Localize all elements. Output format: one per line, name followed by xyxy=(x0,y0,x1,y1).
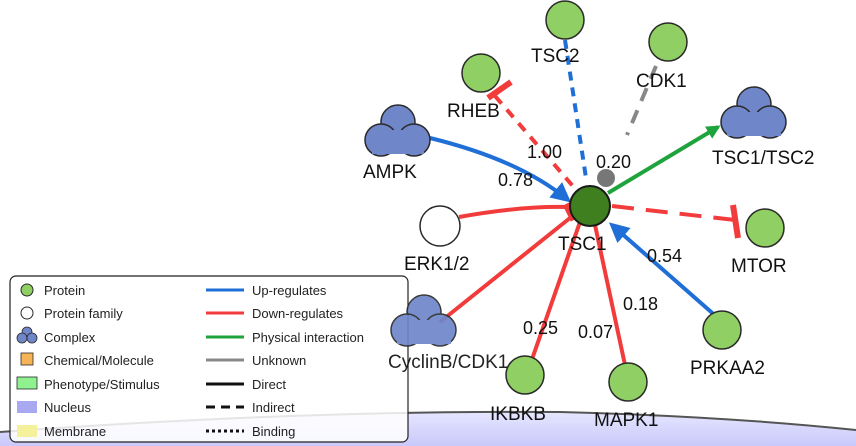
node-label-erk12: ERK1/2 xyxy=(404,254,469,275)
edge-label-ampk: 0.78 xyxy=(498,170,533,190)
node-cyclinb[interactable]: CyclinB/CDK1 xyxy=(388,294,508,373)
node-prkaa2[interactable]: PRKAA2 xyxy=(690,310,765,379)
protein-icon xyxy=(461,53,501,93)
legend-label-phenotype: Phenotype/Stimulus xyxy=(44,377,160,392)
legend-label-physical: Physical interaction xyxy=(252,330,364,345)
edge-rheb-tsc1[interactable] xyxy=(493,94,580,194)
edge-label-rheb: 1.00 xyxy=(527,142,562,162)
edge-tsc1-tsc1tsc2[interactable] xyxy=(606,125,721,195)
node-label-rheb: RHEB xyxy=(447,101,500,122)
complex-icon xyxy=(16,326,38,344)
node-erk12[interactable]: ERK1/2 xyxy=(404,205,469,275)
complex-icon xyxy=(364,104,431,157)
node-label-ampk: AMPK xyxy=(363,162,417,183)
node-tsc1tsc2[interactable]: TSC1/TSC2 xyxy=(712,86,814,169)
phenotype-icon xyxy=(16,376,38,390)
protein-family-icon xyxy=(20,306,34,320)
nucleus-icon xyxy=(17,401,37,413)
protein-icon xyxy=(569,185,611,227)
edge-cdk1-end-dot xyxy=(597,169,615,187)
protein-icon xyxy=(745,208,785,248)
protein-icon xyxy=(545,0,585,40)
legend: Protein Protein family Complex Chemical/… xyxy=(9,275,409,443)
legend-label-direct: Direct xyxy=(252,377,286,392)
node-cdk1[interactable]: CDK1 xyxy=(636,22,688,92)
node-label-tsc1: TSC1 xyxy=(558,234,607,255)
node-label-mtor: MTOR xyxy=(731,256,787,277)
edge-ikbkb-tsc1[interactable] xyxy=(528,221,582,366)
edge-label-prkaa2-a: 0.54 xyxy=(647,246,682,266)
chemical-icon xyxy=(20,352,34,366)
legend-label-membrane: Membrane xyxy=(44,424,106,439)
protein-icon xyxy=(20,283,34,297)
node-rheb[interactable]: RHEB xyxy=(447,53,501,122)
legend-label-protein: Protein xyxy=(44,283,85,298)
node-label-mapk1: MAPK1 xyxy=(594,410,658,431)
complex-icon xyxy=(390,294,457,347)
protein-family-icon xyxy=(419,205,461,247)
complex-icon xyxy=(720,86,787,139)
legend-label-down-regulates: Down-regulates xyxy=(252,306,344,321)
node-ikbkb[interactable]: IKBKB xyxy=(490,355,546,425)
legend-label-protein-family: Protein family xyxy=(44,306,123,321)
node-mapk1[interactable]: MAPK1 xyxy=(594,362,658,431)
edge-erk-tsc1[interactable] xyxy=(458,204,567,219)
protein-icon xyxy=(648,22,688,62)
legend-label-nucleus: Nucleus xyxy=(44,400,91,415)
edge-prkaa2-tsc1[interactable] xyxy=(608,222,720,320)
node-label-cyclinb: CyclinB/CDK1 xyxy=(388,352,508,373)
edge-label-ikbkb: 0.25 xyxy=(523,318,558,338)
edge-tsc1-mtor[interactable] xyxy=(611,204,736,222)
node-label-tsc1tsc2: TSC1/TSC2 xyxy=(712,148,814,169)
edge-cdk1-tsc1[interactable] xyxy=(625,65,658,136)
legend-label-up-regulates: Up-regulates xyxy=(252,283,327,298)
protein-icon xyxy=(702,310,742,350)
node-label-cdk1: CDK1 xyxy=(636,71,687,92)
legend-label-indirect: Indirect xyxy=(252,400,295,415)
edge-rheb-bar xyxy=(486,79,513,101)
node-label-tsc2: TSC2 xyxy=(531,46,580,67)
edge-label-mapk1: 0.07 xyxy=(578,322,613,342)
legend-label-unknown: Unknown xyxy=(252,353,306,368)
edge-mapk1-tsc1[interactable] xyxy=(593,224,627,366)
node-label-ikbkb: IKBKB xyxy=(490,404,546,425)
legend-label-binding: Binding xyxy=(252,424,295,439)
node-ampk[interactable]: AMPK xyxy=(363,104,431,183)
edges xyxy=(429,39,741,366)
edge-cyclinb-tsc1[interactable] xyxy=(438,216,572,324)
membrane-icon xyxy=(17,425,37,437)
node-label-prkaa2: PRKAA2 xyxy=(690,358,765,379)
node-mtor[interactable]: MTOR xyxy=(731,208,787,277)
edge-label-prkaa2-b: 0.18 xyxy=(623,294,658,314)
protein-icon xyxy=(505,355,545,395)
legend-label-complex: Complex xyxy=(44,330,96,345)
edge-tsc2-tsc1[interactable] xyxy=(563,39,588,179)
legend-label-chemical: Chemical/Molecule xyxy=(44,353,154,368)
edge-label-cdk1: 0.20 xyxy=(596,152,631,172)
edge-mtor-bar xyxy=(730,204,741,239)
node-tsc1[interactable]: TSC1 xyxy=(558,185,611,255)
protein-icon xyxy=(608,362,648,402)
edge-ampk-tsc1[interactable] xyxy=(429,136,572,203)
node-tsc2[interactable]: TSC2 xyxy=(531,0,585,67)
